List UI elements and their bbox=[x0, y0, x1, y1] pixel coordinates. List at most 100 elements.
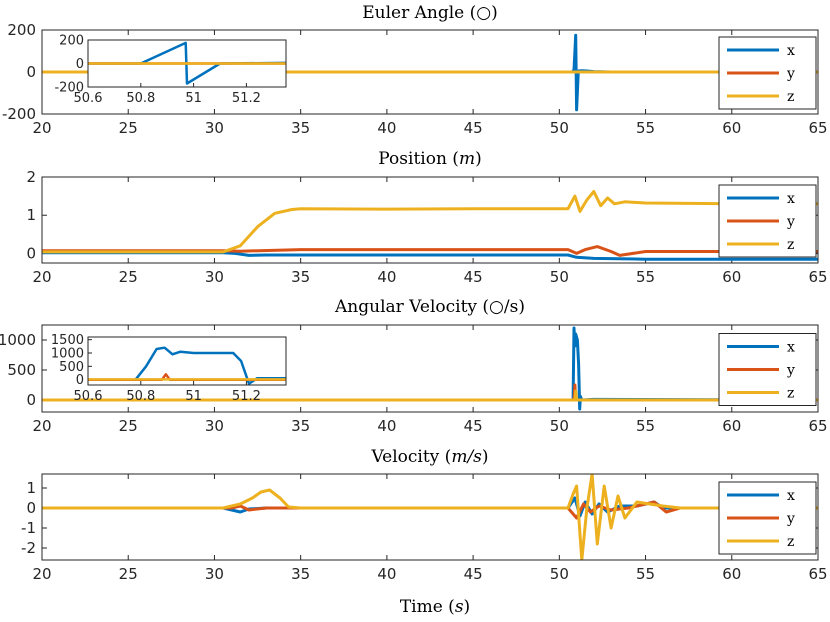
legend: xyz bbox=[718, 36, 817, 110]
inset-y-tick-label: 0 bbox=[76, 57, 84, 72]
inset-line-series-x bbox=[88, 346, 286, 385]
inset-x-tick-label: 50.6 bbox=[74, 91, 103, 106]
plot-area bbox=[42, 474, 818, 560]
y-tick-label: 0 bbox=[26, 63, 36, 81]
legend: xyz bbox=[718, 333, 817, 406]
x-tick-label: 20 bbox=[32, 565, 51, 583]
x-tick-label: 40 bbox=[377, 268, 396, 286]
x-tick-label: 40 bbox=[377, 119, 396, 137]
y-tick-label: 0 bbox=[26, 244, 36, 262]
x-tick-label: 45 bbox=[464, 565, 483, 583]
x-tick-label: 65 bbox=[808, 565, 827, 583]
y-tick-label: -200 bbox=[2, 105, 36, 123]
x-tick-label: 55 bbox=[636, 268, 655, 286]
inset-x-tick-label: 50.8 bbox=[126, 389, 155, 404]
y-tick-label: 0 bbox=[26, 499, 36, 517]
y-tick-label: 500 bbox=[7, 361, 36, 379]
y-tick-label: 0 bbox=[26, 391, 36, 409]
inset-plot-area bbox=[88, 337, 286, 385]
x-tick-label: 30 bbox=[205, 417, 224, 435]
legend-label-y: y bbox=[786, 511, 795, 527]
x-tick-label: 25 bbox=[119, 119, 138, 137]
chart-panel-2: Position (m) 20 25 30 35 40 45 50 55 60 65 0 1 2 xyz bbox=[26, 149, 827, 286]
x-tick-label: 25 bbox=[119, 565, 138, 583]
x-tick-label: 50 bbox=[550, 119, 569, 137]
x-tick-label: 60 bbox=[722, 417, 741, 435]
x-tick-label: 50 bbox=[550, 565, 569, 583]
x-tick-label: 25 bbox=[119, 268, 138, 286]
inset-y-tick-label: -200 bbox=[54, 81, 84, 96]
inset-y-tick-label: 1500 bbox=[51, 333, 84, 348]
legend-label-y: y bbox=[786, 66, 795, 82]
x-tick-label: 45 bbox=[464, 268, 483, 286]
x-tick-label: 20 bbox=[32, 119, 51, 137]
inset-x-tick-label: 51 bbox=[185, 91, 202, 106]
y-tick-label: 2 bbox=[26, 168, 36, 186]
x-tick-label: 35 bbox=[291, 119, 310, 137]
line-series-z bbox=[42, 389, 818, 402]
x-tick-label: 65 bbox=[808, 417, 827, 435]
x-tick-label: 20 bbox=[32, 417, 51, 435]
legend-label-x: x bbox=[787, 340, 795, 356]
x-tick-label: 60 bbox=[722, 565, 741, 583]
legend: xyz bbox=[718, 481, 817, 555]
legend-label-x: x bbox=[787, 488, 795, 504]
y-tick-label: 200 bbox=[7, 21, 36, 39]
inset-y-tick-label: 500 bbox=[59, 360, 84, 375]
x-tick-label: 30 bbox=[205, 119, 224, 137]
line-series-x bbox=[42, 251, 818, 261]
x-tick-label: 35 bbox=[291, 417, 310, 435]
legend-label-z: z bbox=[787, 386, 794, 402]
y-tick-label: 1 bbox=[26, 206, 36, 224]
chart-title: Velocity (m/s) bbox=[370, 447, 488, 467]
inset-axes-box bbox=[87, 336, 287, 386]
x-tick-label: 40 bbox=[377, 565, 396, 583]
y-tick-label: 1000 bbox=[0, 331, 36, 349]
x-tick-label: 60 bbox=[722, 119, 741, 137]
x-tick-label: 55 bbox=[636, 565, 655, 583]
chart-panel-3: Angular Velocity (○/s) 20 25 30 35 40 45 50 55 60… bbox=[0, 297, 828, 435]
inset-x-tick-label: 50.6 bbox=[74, 389, 103, 404]
x-tick-label: 35 bbox=[291, 268, 310, 286]
inset-y-tick-label: 200 bbox=[59, 34, 84, 49]
legend: xyz bbox=[718, 184, 817, 258]
x-tick-label: 50 bbox=[550, 417, 569, 435]
line-series-z bbox=[42, 474, 818, 560]
inset-x-tick-label: 50.8 bbox=[126, 91, 155, 106]
legend-label-x: x bbox=[787, 191, 795, 207]
axes-box bbox=[41, 176, 819, 264]
legend-label-x: x bbox=[787, 43, 795, 59]
x-tick-label: 20 bbox=[32, 268, 51, 286]
chart-title: Position (m) bbox=[378, 149, 481, 169]
chart-title: Euler Angle (○) bbox=[362, 3, 498, 23]
x-tick-label: 60 bbox=[722, 268, 741, 286]
x-tick-label: 30 bbox=[205, 268, 224, 286]
inset-y-tick-label: 0 bbox=[76, 373, 84, 388]
y-tick-label: 1 bbox=[26, 479, 36, 497]
y-tick-label: -2 bbox=[21, 539, 36, 557]
x-tick-label: 65 bbox=[808, 268, 827, 286]
legend-label-z: z bbox=[787, 89, 794, 105]
axes-box bbox=[41, 29, 819, 115]
x-axis-label: Time (s) bbox=[400, 597, 470, 617]
inset-chart: 50.6 50.8 51 51.2 -200 0 200 bbox=[54, 34, 287, 106]
inset-y-tick-label: 1000 bbox=[51, 347, 84, 362]
legend-label-z: z bbox=[787, 237, 794, 253]
inset-x-tick-label: 51.2 bbox=[232, 91, 261, 106]
x-tick-label: 55 bbox=[636, 417, 655, 435]
x-tick-label: 30 bbox=[205, 565, 224, 583]
legend-label-z: z bbox=[787, 534, 794, 550]
line-series-z bbox=[42, 190, 818, 254]
line-series-y bbox=[42, 245, 818, 257]
x-tick-label: 45 bbox=[464, 119, 483, 137]
chart-panel-4: Velocity (m/s) 20 25 30 35 40 45 50 55 60 65 -2 -1 0 1… bbox=[21, 447, 828, 583]
x-tick-label: 25 bbox=[119, 417, 138, 435]
inset-axes-box bbox=[87, 39, 287, 88]
legend-label-y: y bbox=[786, 363, 795, 379]
chart-title: Angular Velocity (○/s) bbox=[334, 297, 525, 317]
inset-x-tick-label: 51.2 bbox=[232, 389, 261, 404]
y-tick-label: -1 bbox=[21, 519, 36, 537]
x-tick-label: 65 bbox=[808, 119, 827, 137]
